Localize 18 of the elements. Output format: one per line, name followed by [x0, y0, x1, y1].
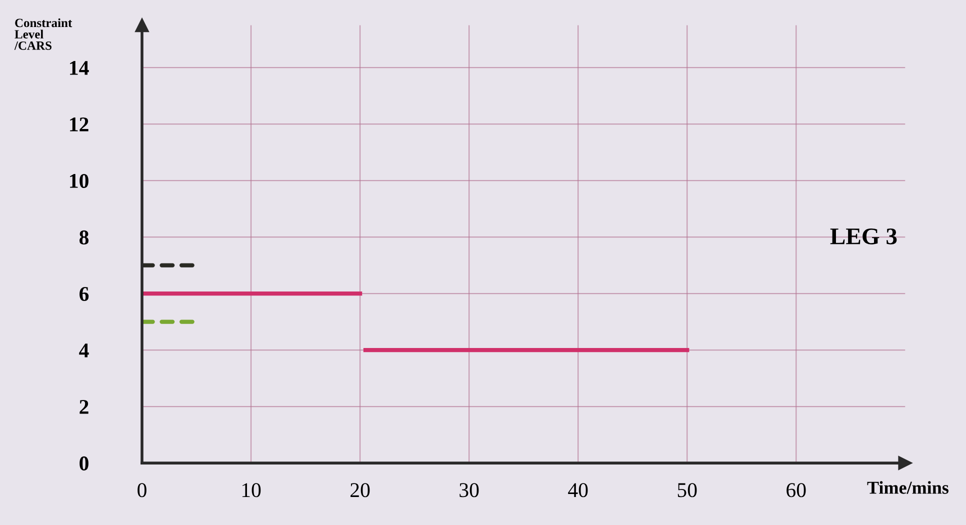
y-tick-label: 14: [70, 61, 89, 75]
y-tick-label: 0: [80, 456, 88, 470]
x-tick-label: 20: [350, 483, 370, 498]
x-tick-label: 40: [568, 483, 588, 498]
y-tick-label: 4: [79, 344, 89, 358]
x-axis-title: Time/mins: [867, 481, 948, 494]
y-tick-label: 2: [80, 400, 88, 414]
y-tick-label: 12: [70, 118, 88, 132]
y-tick-label: 6: [80, 286, 89, 301]
x-tick-label: 10: [242, 483, 261, 498]
annotation: LEG 3: [830, 228, 897, 244]
x-tick-label: 0: [138, 483, 146, 498]
x-tick-label: 30: [460, 483, 479, 498]
x-tick-label: 50: [678, 483, 697, 498]
x-tick-label: 60: [786, 483, 806, 498]
y-tick-label: 10: [70, 174, 88, 188]
y-axis-title: Constraint Level /CARS: [14, 18, 72, 50]
y-tick-label: 8: [80, 230, 89, 244]
